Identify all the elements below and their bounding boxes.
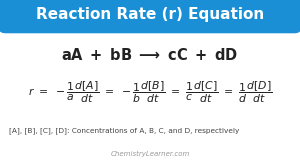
Text: [A], [B], [C], [D]: Concentrations of A, B, C, and D, respectively: [A], [B], [C], [D]: Concentrations of A,… [9, 127, 239, 134]
Text: $\bf{aA\ +\ bB\ \longrightarrow\ cC\ +\ dD}$: $\bf{aA\ +\ bB\ \longrightarrow\ cC\ +\ … [61, 47, 239, 63]
Text: ChemistryLearner.com: ChemistryLearner.com [110, 151, 190, 157]
Text: $r\ =\ -\dfrac{1}{a}\dfrac{d[A]}{dt}\ =\ -\dfrac{1}{b}\dfrac{d[B]}{dt}\ =\ \dfra: $r\ =\ -\dfrac{1}{a}\dfrac{d[A]}{dt}\ =\… [28, 79, 272, 105]
FancyBboxPatch shape [0, 0, 300, 33]
Text: Reaction Rate (r) Equation: Reaction Rate (r) Equation [36, 7, 264, 22]
